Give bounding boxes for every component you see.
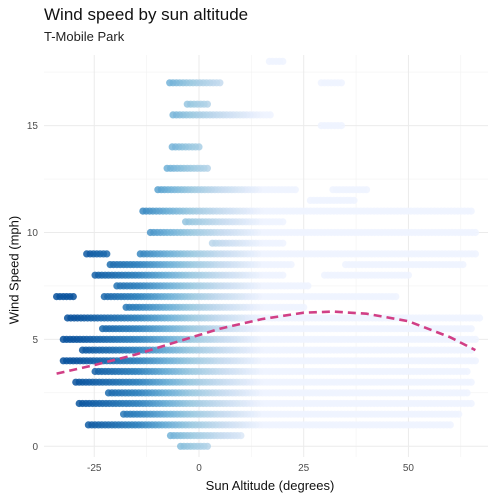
y-ticks: 0 5 10 15 — [27, 121, 39, 453]
data-point — [166, 432, 175, 440]
data-point — [317, 122, 325, 130]
data-point — [154, 186, 162, 194]
chart-subtitle: T-Mobile Park — [44, 29, 125, 44]
data-point — [317, 79, 325, 87]
data-point — [265, 57, 273, 65]
data-point — [106, 261, 114, 269]
data-point — [168, 143, 176, 151]
data-point — [91, 367, 99, 376]
chart-title: Wind speed by sun altitude — [44, 5, 249, 24]
data-point — [104, 389, 113, 397]
data-point — [120, 410, 128, 418]
data-point — [321, 271, 329, 279]
data-point — [59, 357, 67, 365]
data-point — [59, 335, 67, 343]
data-point — [139, 207, 147, 215]
data-point — [122, 303, 130, 311]
data-point — [53, 293, 61, 301]
y-tick-label: 10 — [27, 228, 39, 239]
data-point — [99, 325, 107, 333]
data-point — [75, 399, 83, 408]
trend-layer — [56, 310, 476, 375]
data-point — [183, 100, 191, 108]
data-point — [208, 239, 216, 247]
points — [53, 57, 484, 450]
data-point — [329, 186, 337, 194]
data-point — [166, 79, 174, 87]
data-point — [163, 164, 171, 172]
data-point — [146, 228, 154, 237]
y-tick-label: 0 — [32, 442, 38, 453]
data-point — [83, 250, 91, 258]
trend-line — [56, 310, 476, 375]
data-point — [342, 261, 350, 269]
data-point — [63, 314, 72, 322]
x-tick-label: -25 — [87, 463, 102, 474]
x-axis-label: Sun Altitude (degrees) — [205, 478, 335, 493]
data-point — [78, 346, 87, 354]
x-ticks: -25 0 25 50 — [87, 463, 414, 474]
data-point — [113, 282, 121, 290]
y-tick-label: 5 — [32, 335, 38, 346]
x-tick-label: 50 — [403, 463, 415, 474]
data-point — [182, 218, 190, 226]
x-tick-label: 0 — [196, 463, 202, 474]
data-point — [169, 111, 177, 119]
data-point — [72, 378, 80, 386]
data-point — [100, 293, 108, 301]
data-point — [136, 250, 144, 258]
data-point — [91, 271, 99, 279]
data-point — [306, 196, 314, 204]
data-point — [177, 442, 185, 450]
data-point — [84, 421, 92, 429]
y-tick-label: 15 — [27, 121, 39, 132]
x-tick-label: 25 — [298, 463, 310, 474]
